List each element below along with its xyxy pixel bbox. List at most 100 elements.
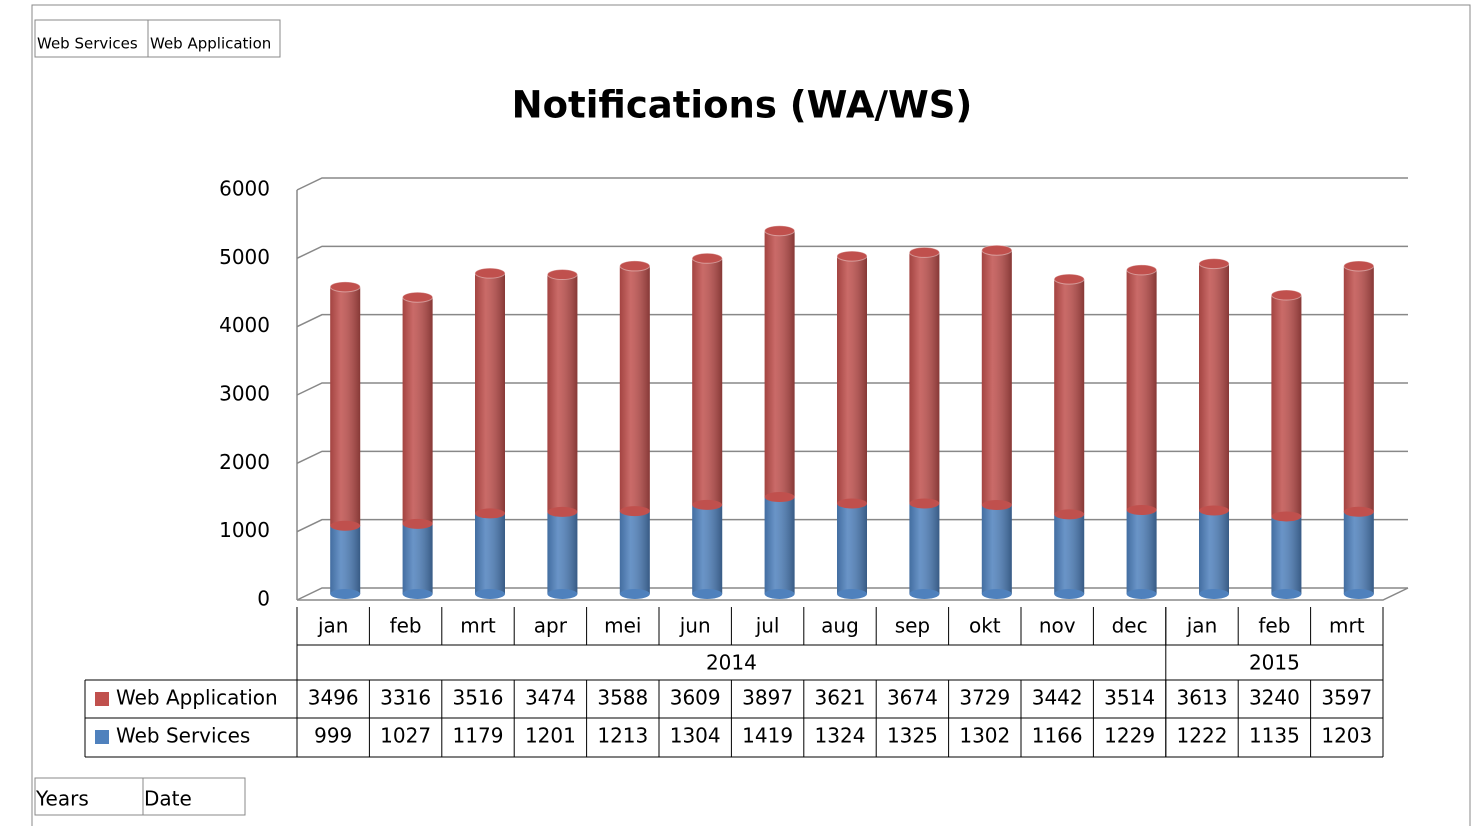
cylinder-shade [1054, 514, 1085, 594]
cylinder-segment [547, 511, 578, 599]
cylinder-shade [764, 230, 795, 498]
table-value: 1325 [887, 724, 938, 748]
table-value: 1419 [742, 724, 793, 748]
grid-line [296, 177, 1408, 191]
x-tick-label: mei [604, 614, 641, 638]
cylinder-shade [475, 273, 505, 514]
cylinder-bottom [547, 589, 578, 599]
x-tick-label: dec [1112, 614, 1148, 638]
cylinder-segment [1198, 258, 1230, 516]
cylinder-bottom [1343, 506, 1374, 517]
cylinder-shade [692, 258, 723, 505]
cylinder-bottom [837, 498, 867, 509]
y-tick-label: 3000 [219, 382, 270, 406]
cylinder-segment [692, 504, 723, 599]
cylinder-bottom [981, 500, 1012, 511]
legend-label: Web Application [116, 686, 278, 710]
x-tick-label: feb [390, 614, 422, 638]
x-tick-label: mrt [1329, 614, 1365, 638]
cylinder-shade [402, 297, 433, 524]
table-value: 3729 [959, 686, 1010, 710]
y-tick-label: 6000 [219, 177, 270, 201]
table-value: 3609 [670, 686, 721, 710]
cylinder-shade [330, 286, 361, 526]
cylinder-segment [691, 252, 723, 510]
cylinder-segment [402, 523, 433, 599]
cylinder-segment [1054, 514, 1085, 599]
cylinder-bottom [837, 589, 867, 599]
table-value: 3496 [308, 686, 359, 710]
table-value: 3621 [815, 686, 866, 710]
grid-line [296, 313, 1408, 328]
cylinder-segment [764, 497, 795, 599]
table-value: 1135 [1249, 724, 1300, 748]
cylinder-top [1126, 264, 1158, 276]
cylinder-segment [546, 269, 578, 517]
cylinder-segment [402, 291, 434, 529]
cylinder-top [908, 246, 940, 258]
field-button-label: Years [35, 787, 89, 811]
cylinder-bottom [1199, 589, 1229, 599]
field-button-label: Web Application [150, 35, 271, 53]
x-tick-label: aug [821, 614, 859, 638]
x-tick-label: jan [317, 614, 349, 638]
table-value: 1203 [1321, 724, 1372, 748]
cylinder-bottom [692, 499, 723, 510]
y-tick-label: 4000 [219, 313, 270, 337]
cylinder-segment [981, 244, 1013, 511]
cylinder-shade [837, 503, 867, 594]
table-value: 1201 [525, 724, 576, 748]
table-value: 3613 [1177, 686, 1228, 710]
cylinder-segment [1270, 289, 1302, 522]
cylinder-shade [1271, 295, 1302, 517]
cylinder-shade [1199, 263, 1229, 511]
cylinder-shade [1054, 279, 1085, 515]
cylinder-bottom [402, 518, 433, 529]
field-button [34, 777, 144, 816]
cylinder-bottom [547, 506, 578, 517]
cylinder-shade [981, 250, 1012, 506]
cylinder-top [1343, 260, 1375, 272]
cylinder-top [1270, 289, 1302, 301]
cylinder-top [474, 267, 506, 279]
table-value: 3674 [887, 686, 938, 710]
cylinder-bottom [1054, 509, 1085, 520]
cylinder-shade [1343, 266, 1374, 512]
cylinder-top [691, 252, 723, 264]
cylinder-bottom [402, 589, 433, 599]
cylinder-segment [330, 525, 361, 599]
cylinder-shade [981, 505, 1012, 594]
cylinder-segment [836, 250, 868, 509]
table-value: 999 [314, 724, 352, 748]
table-value: 1179 [453, 724, 504, 748]
field-button-label: Date [144, 787, 192, 811]
cylinder-bottom [909, 589, 940, 599]
cylinder-bottom [475, 589, 505, 599]
cylinder-bottom [330, 589, 361, 599]
x-tick-label: sep [895, 614, 930, 638]
cylinder-bottom [692, 589, 723, 599]
cylinder-bottom [330, 520, 361, 531]
cylinder-segment [909, 503, 940, 599]
legend-key [95, 730, 109, 744]
cylinder-bottom [1271, 511, 1302, 522]
y-tick-label: 2000 [219, 450, 270, 474]
table-value: 3597 [1321, 686, 1372, 710]
cylinder-top [981, 244, 1013, 256]
cylinder-segment [619, 511, 650, 599]
cylinder-shade [764, 497, 795, 594]
table-value: 3514 [1104, 686, 1155, 710]
cylinder-top [402, 291, 434, 303]
table-value: 1304 [670, 724, 721, 748]
cylinder-bottom [1126, 505, 1157, 516]
table-value: 3474 [525, 686, 576, 710]
cylinder-segment [1053, 273, 1085, 520]
cylinder-bottom [475, 508, 505, 519]
table-value: 3897 [742, 686, 793, 710]
cylinder-bottom [1199, 505, 1229, 516]
cylinder-shade [547, 511, 578, 594]
legend-key [95, 692, 109, 706]
field-button [147, 19, 281, 58]
cylinder-top [836, 250, 868, 262]
table-value: 3588 [597, 686, 648, 710]
